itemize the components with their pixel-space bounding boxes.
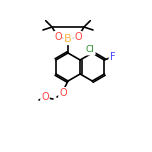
Text: O: O (54, 32, 62, 42)
Text: F: F (110, 52, 115, 62)
Text: O: O (74, 32, 82, 42)
Text: O: O (59, 88, 67, 98)
Text: O: O (41, 92, 49, 102)
Text: B: B (64, 34, 72, 44)
Text: Cl: Cl (86, 45, 95, 55)
